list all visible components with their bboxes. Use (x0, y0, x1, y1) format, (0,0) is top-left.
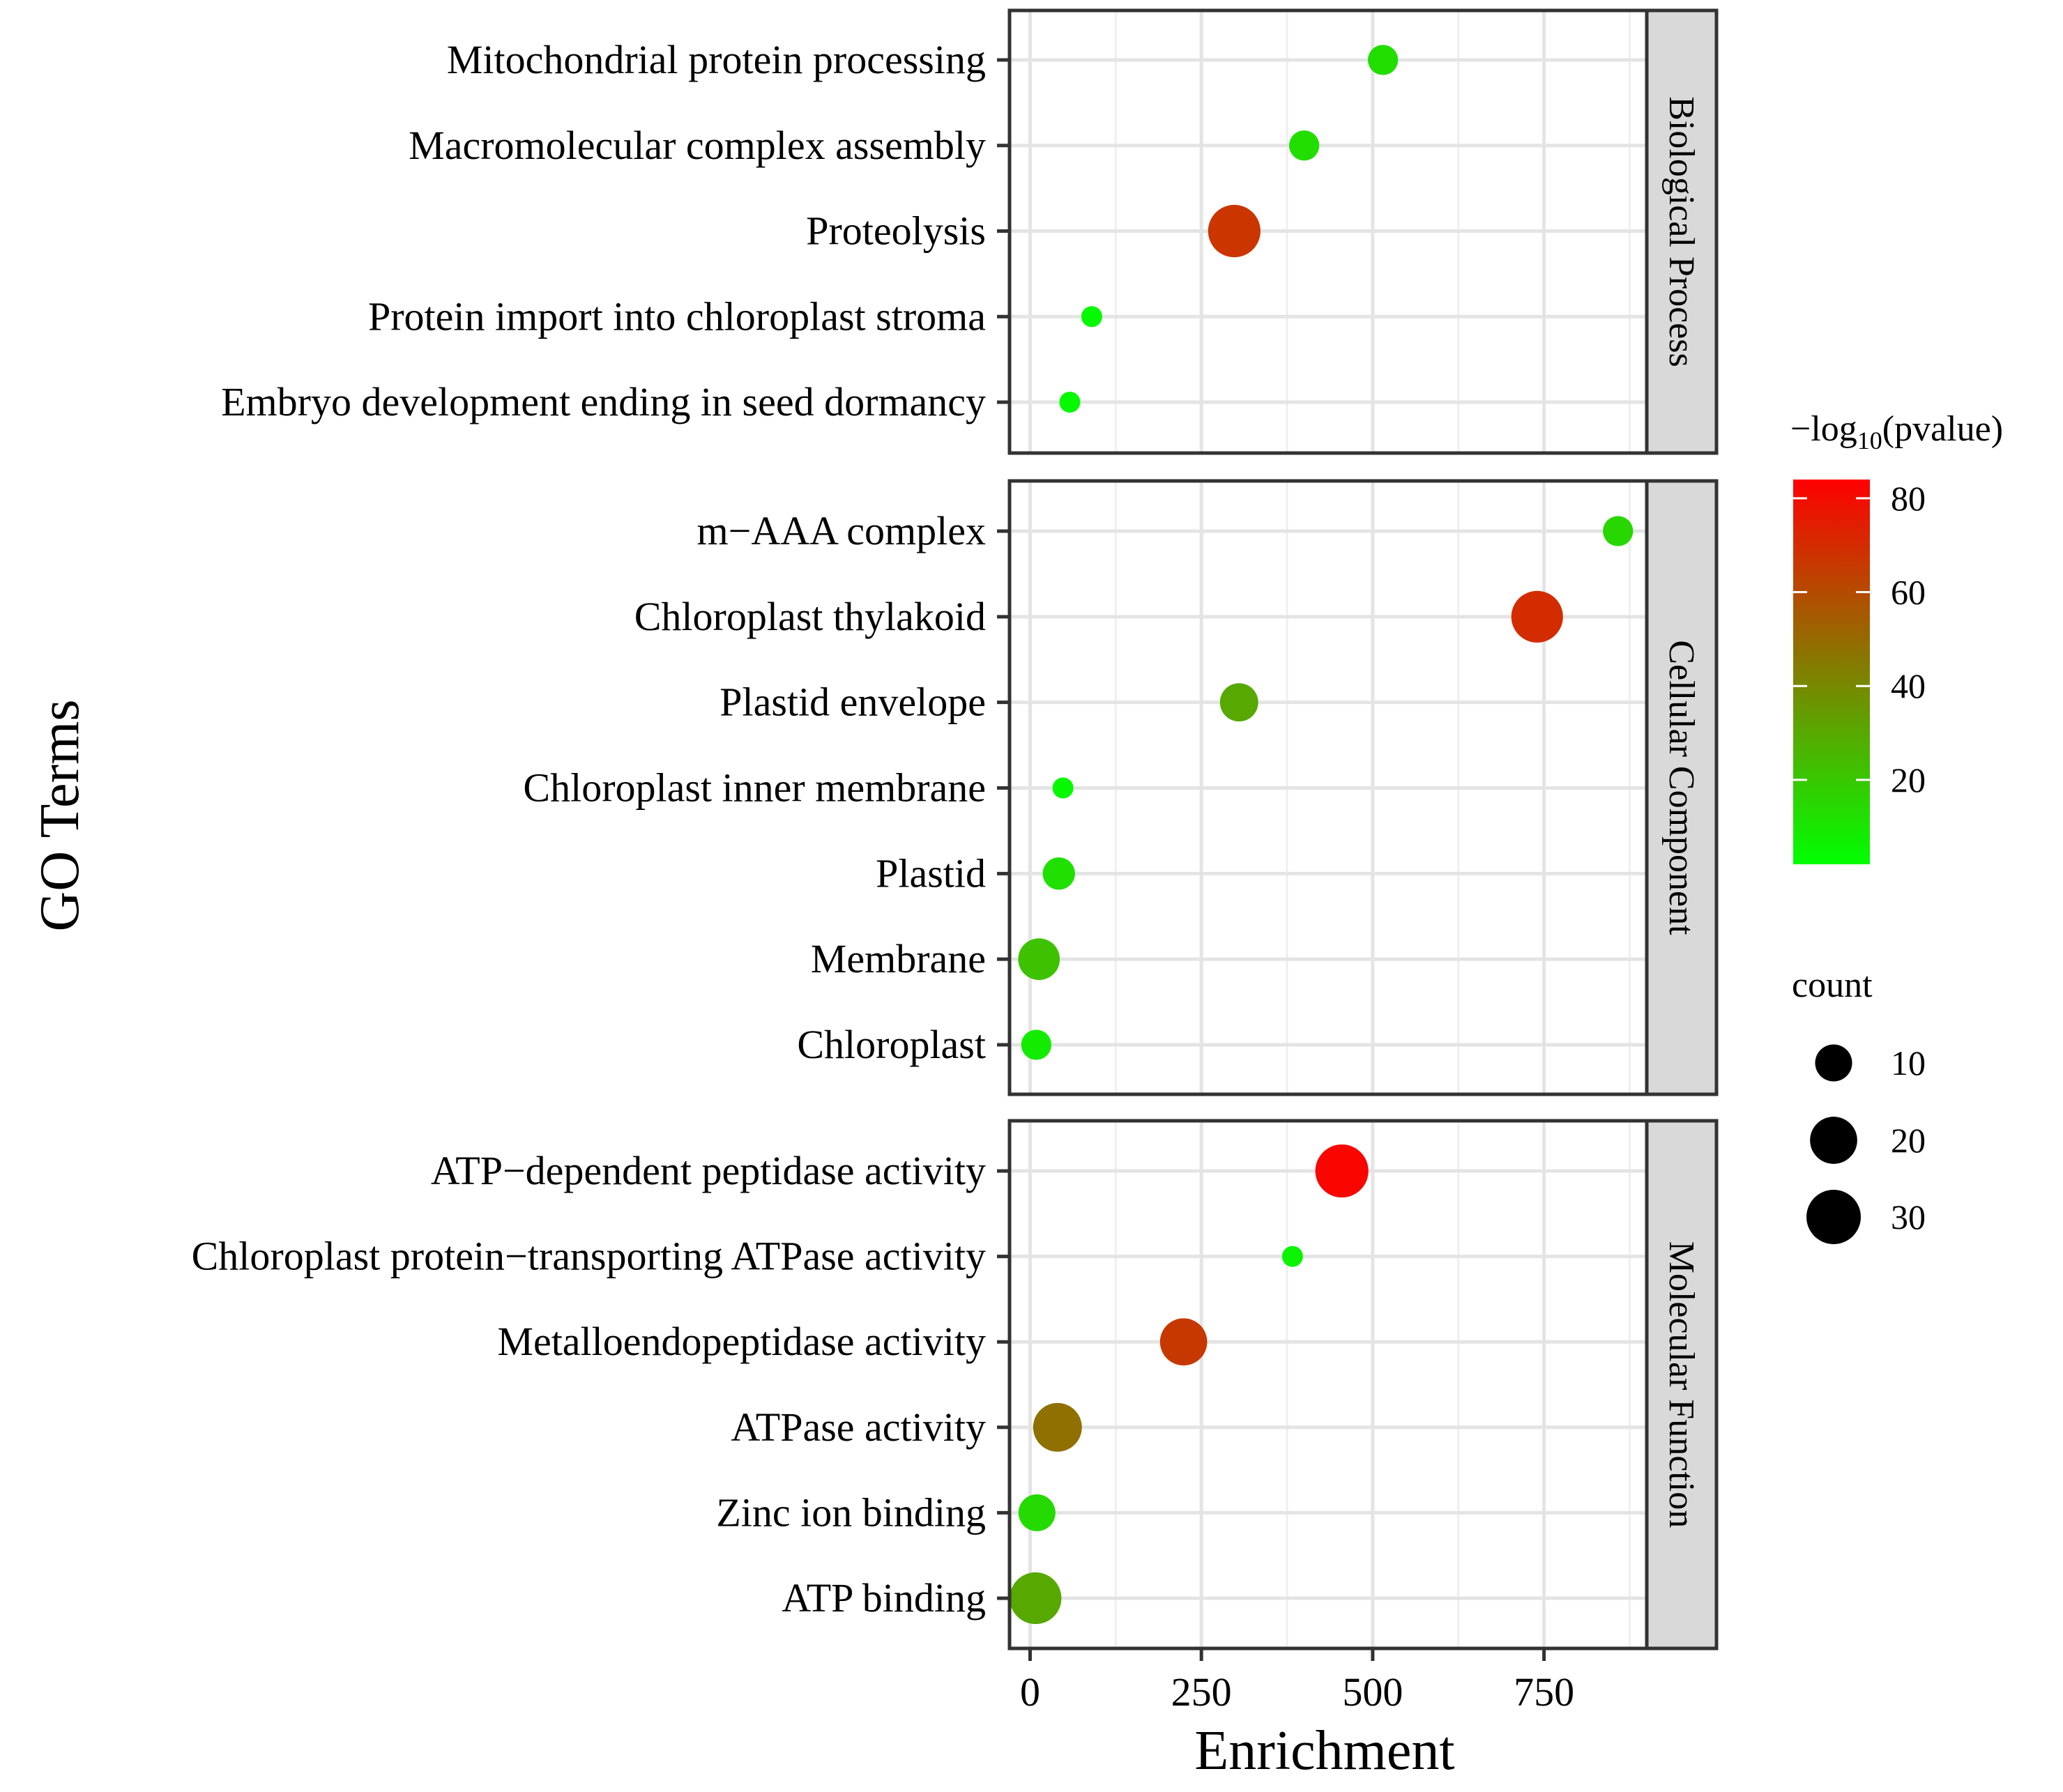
data-point (1018, 938, 1060, 981)
x-tick-label: 0 (1020, 1669, 1040, 1715)
y-tick-label: ATPase activity (731, 1404, 986, 1450)
y-tick-label: Protein import into chloroplast stroma (368, 293, 986, 339)
y-tick-label: Embryo development ending in seed dorman… (221, 379, 986, 424)
panel-2: m−AAA complex Chloroplast thylakoid Plasti… (523, 479, 1719, 1096)
x-axis-title: Enrichment (1194, 1720, 1454, 1782)
data-point (1219, 683, 1258, 722)
y-tick-label: Chloroplast (797, 1022, 986, 1067)
y-tick-label: Metalloendopeptidase activity (497, 1319, 986, 1364)
colorbar-tick-label: 20 (1891, 760, 1926, 799)
data-point (1603, 516, 1634, 546)
size-legend-circle (1806, 1190, 1861, 1244)
size-legend-label: 10 (1891, 1043, 1926, 1082)
data-point (1315, 1144, 1369, 1198)
colorbar-tick-label: 80 (1891, 479, 1926, 518)
y-tick-label: Chloroplast protein−transporting ATPase … (192, 1234, 986, 1279)
data-point (1021, 1029, 1051, 1060)
y-tick-label: ATP−dependent peptidase activity (431, 1148, 986, 1193)
data-point (1018, 1494, 1056, 1531)
data-point (1033, 1402, 1082, 1452)
y-tick-label: Mitochondrial protein processing (447, 37, 986, 82)
facet-strip-label: Molecular Function (1661, 1241, 1701, 1529)
data-point (1208, 204, 1261, 258)
data-point (1052, 777, 1074, 799)
x-tick-label: 750 (1514, 1669, 1574, 1715)
x-axis: 0 250 500 750 (1020, 1648, 1574, 1715)
y-tick-label: Chloroplast thylakoid (634, 594, 986, 639)
panels-layer: Mitochondrial protein processing Macromol… (192, 8, 1719, 1651)
facet-strip-label: Cellular Component (1661, 640, 1701, 935)
y-tick-label: m−AAA complex (697, 508, 987, 553)
color-legend-title-suffix: (pvalue) (1882, 409, 2003, 449)
panel-background (1010, 1121, 1647, 1648)
data-point (1059, 392, 1081, 413)
color-legend-title-subscript: 10 (1857, 427, 1882, 454)
data-point (1281, 1246, 1303, 1267)
size-legend-circle (1815, 1044, 1852, 1082)
y-tick-label: Membrane (811, 936, 986, 981)
data-point (1081, 306, 1102, 328)
x-tick-label: 250 (1171, 1669, 1232, 1715)
size-legend-label: 20 (1891, 1121, 1926, 1160)
y-tick-label: Proteolysis (806, 208, 986, 254)
y-tick-label: Zinc ion binding (716, 1489, 986, 1535)
color-legend-title: −log10(pvalue) (1790, 409, 2003, 454)
y-tick-label: Plastid envelope (720, 680, 986, 725)
data-point (1159, 1318, 1208, 1366)
size-legend-label: 30 (1891, 1197, 1926, 1236)
y-tick-label: Chloroplast inner membrane (523, 765, 986, 810)
colorbar-tick-label: 60 (1891, 573, 1926, 612)
data-point (1511, 590, 1563, 643)
data-point (1367, 45, 1399, 75)
y-tick-label: Plastid (876, 850, 986, 896)
size-legend-title: count (1792, 965, 1873, 1005)
y-tick-label: ATP binding (782, 1575, 986, 1621)
facet-strip-label: Biological Process (1661, 96, 1701, 367)
panel-1: Mitochondrial protein processing Macromol… (221, 8, 1719, 455)
data-point (1288, 130, 1320, 161)
x-tick-label: 500 (1342, 1669, 1403, 1715)
facet-strip (1645, 1119, 1719, 1651)
colorbar (1793, 480, 1870, 864)
y-tick-label: Macromolecular complex assembly (409, 123, 986, 168)
data-point (1010, 1572, 1062, 1625)
size-legend-circle (1810, 1117, 1857, 1164)
colorbar-tick-label: 40 (1891, 666, 1926, 705)
facet-strip (1645, 479, 1719, 1096)
color-legend-title-prefix: −log (1790, 409, 1857, 449)
facet-strip (1645, 8, 1719, 455)
panel-3: ATP−dependent peptidase activity Chloropl… (192, 1119, 1719, 1651)
y-axis-title: GO Terms (29, 700, 91, 932)
data-point (1042, 857, 1075, 890)
